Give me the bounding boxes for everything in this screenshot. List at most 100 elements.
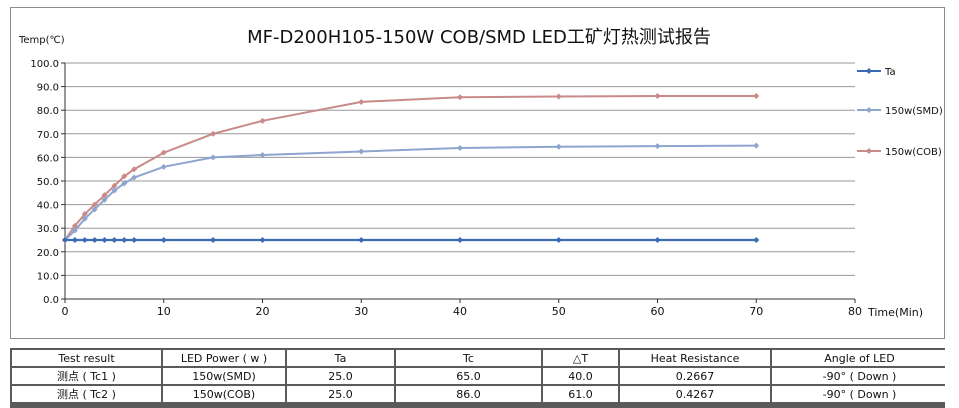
- data-point: [71, 227, 78, 234]
- cell-heat-resistance: 0.2667: [620, 368, 770, 384]
- series-line-cob: [64, 95, 757, 241]
- data-point: [654, 237, 661, 243]
- cell-angle: -90° ( Down ): [772, 386, 945, 402]
- data-point: [753, 237, 760, 243]
- x-tick-label: 30: [354, 305, 368, 318]
- grid-lines: [65, 62, 855, 300]
- cell-led-power: 150w(COB): [163, 386, 285, 402]
- chart-panel: MF-D200H105-150W COB/SMD LED工矿灯热测试报告 Tem…: [10, 7, 945, 339]
- x-tick-label: 20: [256, 305, 270, 318]
- data-point: [101, 196, 108, 203]
- y-tick-label: 40.0: [37, 201, 59, 212]
- col-header-delta-t: △T: [543, 350, 618, 366]
- data-point: [81, 211, 88, 218]
- test-results-table: Test result LED Power ( w ) Ta Tc △T Hea…: [10, 348, 945, 408]
- data-point: [131, 166, 138, 173]
- data-point: [457, 237, 463, 243]
- data-point: [753, 142, 760, 149]
- y-tick-label: 100.0: [30, 59, 59, 70]
- chart-title: MF-D200H105-150W COB/SMD LED工矿灯热测试报告: [247, 27, 711, 48]
- data-point: [91, 201, 98, 208]
- data-point: [160, 237, 167, 243]
- table-row: 测点 ( Tc1 ) 150w(SMD) 25.0 65.0 40.0 0.26…: [12, 368, 945, 384]
- cell-heat-resistance: 0.4267: [620, 386, 770, 402]
- data-point: [91, 206, 98, 213]
- x-tick-label: 10: [157, 305, 171, 318]
- col-header-angle: Angle of LED: [772, 350, 945, 366]
- data-point: [160, 163, 167, 170]
- legend-marker: [866, 148, 872, 154]
- axes: 0.0 10.0 20.0 30.0 40.0 50.0 60.0 70.0 80.0 90.0 1…: [30, 59, 862, 318]
- data-point: [71, 222, 78, 229]
- x-tick-label: 40: [453, 305, 467, 318]
- table-header-row: Test result LED Power ( w ) Ta Tc △T Hea…: [12, 350, 945, 366]
- y-tick-label: 70.0: [37, 130, 59, 141]
- data-point: [555, 143, 562, 150]
- legend-marker: [866, 68, 872, 74]
- data-point: [753, 93, 760, 100]
- data-point: [91, 237, 98, 243]
- col-header-led-power: LED Power ( w ): [163, 350, 285, 366]
- y-tick-label: 10.0: [37, 271, 59, 282]
- cell-led-power: 150w(SMD): [163, 368, 285, 384]
- data-point: [131, 237, 138, 243]
- x-axis-label: Time(Min): [867, 306, 923, 319]
- x-tick-label: 0: [62, 305, 69, 318]
- data-point: [358, 98, 365, 105]
- data-point: [62, 237, 68, 243]
- data-point: [121, 180, 128, 187]
- legend: Ta 150w(SMD) 150w(COB): [857, 67, 943, 158]
- data-point: [259, 117, 266, 124]
- table-row: 测点 ( Tc2 ) 150w(COB) 25.0 86.0 61.0 0.42…: [12, 386, 945, 402]
- data-point: [111, 182, 118, 189]
- data-point: [81, 215, 88, 222]
- series-line-smd: [64, 144, 757, 241]
- legend-marker: [866, 107, 872, 113]
- data-point: [111, 187, 118, 194]
- cell-delta-t: 40.0: [543, 368, 618, 384]
- data-point: [160, 149, 167, 156]
- data-point: [555, 237, 562, 243]
- x-tick-label: 50: [552, 305, 566, 318]
- data-point: [210, 237, 217, 243]
- data-point: [457, 94, 463, 101]
- col-header-heat-resistance: Heat Resistance: [620, 350, 770, 366]
- data-point: [121, 173, 128, 180]
- x-tick-label: 60: [651, 305, 665, 318]
- col-header-ta: Ta: [287, 350, 394, 366]
- cell-tc: 86.0: [396, 386, 541, 402]
- cell-delta-t: 61.0: [543, 386, 618, 402]
- data-point: [457, 144, 463, 151]
- cell-tc: 65.0: [396, 368, 541, 384]
- data-point: [555, 93, 562, 100]
- y-tick-label: 60.0: [37, 153, 59, 164]
- data-point: [121, 237, 128, 243]
- y-axis-label: Temp(℃): [18, 35, 65, 46]
- series-group: [62, 93, 760, 243]
- data-point: [101, 237, 108, 243]
- cell-test-point: 测点 ( Tc2 ): [12, 386, 161, 402]
- legend-entry-label: 150w(SMD): [885, 106, 943, 117]
- col-header-test-result: Test result: [12, 350, 161, 366]
- data-point: [131, 174, 138, 181]
- data-point: [358, 148, 365, 155]
- data-point: [111, 237, 118, 243]
- data-point: [210, 130, 217, 137]
- data-point: [259, 237, 266, 243]
- y-tick-label: 30.0: [37, 224, 59, 235]
- data-point: [101, 192, 108, 199]
- data-point: [654, 143, 661, 150]
- y-tick-label: 80.0: [37, 106, 59, 117]
- x-tick-label: 70: [749, 305, 763, 318]
- data-point: [654, 93, 661, 100]
- x-tick-label: 80: [848, 305, 862, 318]
- y-tick-label: 20.0: [37, 248, 59, 259]
- data-point: [358, 237, 365, 243]
- data-point: [71, 237, 78, 243]
- line-chart: MF-D200H105-150W COB/SMD LED工矿灯热测试报告 Tem…: [18, 27, 943, 319]
- data-point: [81, 237, 88, 243]
- data-point: [210, 154, 217, 161]
- data-point: [259, 152, 266, 159]
- cell-test-point: 测点 ( Tc1 ): [12, 368, 161, 384]
- y-tick-label: 50.0: [37, 177, 59, 188]
